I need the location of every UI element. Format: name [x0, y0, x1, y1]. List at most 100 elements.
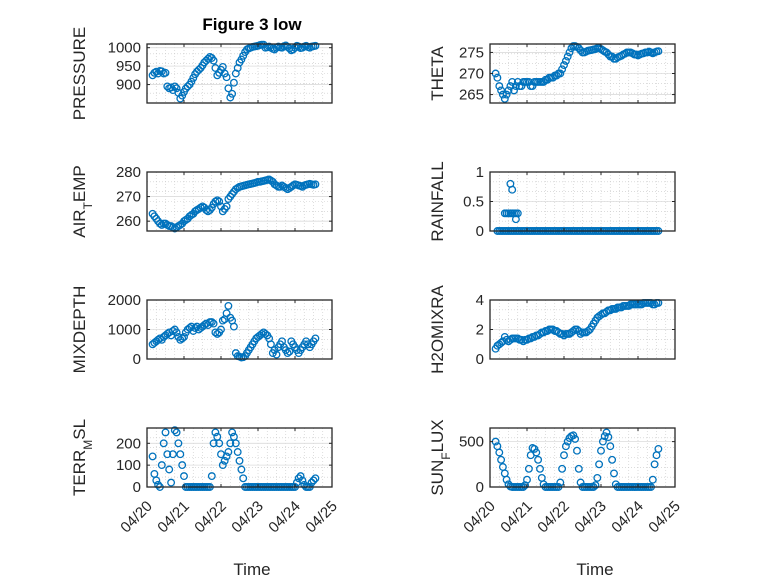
data-point [229, 322, 238, 331]
axes-box [489, 427, 676, 488]
y-tick-label: 0 [133, 479, 141, 496]
data-point [558, 65, 567, 74]
y-tick-label: 270 [459, 66, 484, 83]
data-point [235, 456, 244, 465]
data-point [172, 328, 181, 337]
data-point [189, 73, 198, 82]
data-point [311, 334, 320, 343]
y-axis-label-part: RAINFALL [428, 161, 447, 241]
y-axis-label: THETA [428, 46, 447, 101]
y-tick-label: 900 [116, 77, 141, 94]
data-point [573, 446, 581, 455]
data-point [556, 478, 565, 487]
data-point [170, 426, 179, 435]
data-point [222, 452, 231, 461]
y-tick-label: 265 [459, 87, 484, 104]
data-point [606, 306, 615, 315]
data-point [152, 476, 161, 485]
data-point [311, 180, 320, 189]
data-point [576, 329, 585, 338]
y-axis-label-part: TERR [70, 450, 89, 496]
data-point [155, 219, 164, 228]
data-point [161, 428, 170, 437]
y-tick-label: 0 [476, 479, 484, 496]
data-point [591, 481, 600, 490]
data-point [502, 475, 511, 484]
data-point [211, 428, 220, 437]
data-point [536, 464, 544, 473]
data-point [180, 472, 188, 481]
data-point [510, 86, 518, 95]
data-point [569, 327, 578, 335]
y-axis-label: AIRTEMP [70, 165, 95, 238]
data-point [523, 475, 531, 484]
data-point [237, 465, 246, 474]
data-point [561, 56, 570, 65]
data-point [285, 44, 294, 53]
data-point [168, 450, 177, 459]
x-tick-label: 04/20 [460, 498, 499, 537]
y-axis-label-part: SL [70, 419, 89, 440]
series-h2omixra [491, 298, 663, 353]
data-point [218, 316, 227, 325]
data-point [163, 82, 172, 91]
figure-title: Figure 3 low [202, 15, 302, 34]
data-point [178, 461, 187, 470]
data-point [257, 329, 266, 338]
x-tick-label: 04/23 [228, 498, 267, 537]
data-point [226, 439, 235, 448]
data-point [172, 428, 181, 437]
data-point [584, 327, 592, 335]
data-point [283, 349, 292, 358]
y-tick-label: 1000 [108, 322, 141, 339]
y-axis-label-part: LUX [428, 419, 447, 452]
data-point [229, 78, 238, 87]
data-point [224, 448, 233, 456]
y-axis-label: H2OMIXRA [428, 284, 447, 373]
y-axis-label-part: SUN [428, 460, 447, 496]
data-point [276, 182, 285, 191]
data-point [543, 327, 552, 335]
data-point [168, 327, 177, 335]
y-axis-label-part: H2OMIXRA [428, 284, 447, 373]
data-point [167, 478, 176, 487]
data-point [650, 300, 659, 309]
data-point [224, 301, 233, 310]
data-point [163, 450, 172, 459]
data-point [296, 472, 305, 481]
data-point [539, 77, 548, 86]
subplot-mixdepth: 0 1000 2000 MIXDEPTH [70, 286, 333, 374]
y-tick-label: 950 [116, 58, 141, 75]
y-axis-label-part: MIXDEPTH [70, 286, 89, 374]
y-tick-label: 260 [116, 213, 141, 230]
data-point [576, 46, 585, 55]
data-point [497, 86, 506, 95]
data-point [311, 41, 320, 50]
series-air-temp [148, 175, 320, 233]
y-tick-label: 200 [116, 435, 141, 452]
data-point [178, 334, 187, 343]
data-point [593, 473, 602, 482]
y-axis-label: SUNFLUX [428, 419, 453, 495]
subplot-air-temp: 260 270 280 AIRTEMP [70, 164, 333, 238]
data-point [176, 450, 185, 459]
data-point [215, 439, 224, 448]
data-point [302, 41, 311, 50]
data-point [157, 67, 166, 76]
y-axis-label-part: T [81, 201, 95, 209]
data-point [209, 56, 218, 65]
data-point [202, 319, 211, 328]
data-point [152, 67, 161, 76]
data-point [508, 185, 517, 194]
data-point [311, 474, 320, 483]
y-tick-label: 500 [459, 434, 484, 451]
data-point [157, 220, 166, 229]
data-point [237, 55, 246, 64]
data-point [207, 472, 216, 481]
data-point [602, 428, 611, 437]
y-axis-label-part: PRESSURE [70, 27, 89, 121]
series-mixdepth [148, 301, 320, 362]
